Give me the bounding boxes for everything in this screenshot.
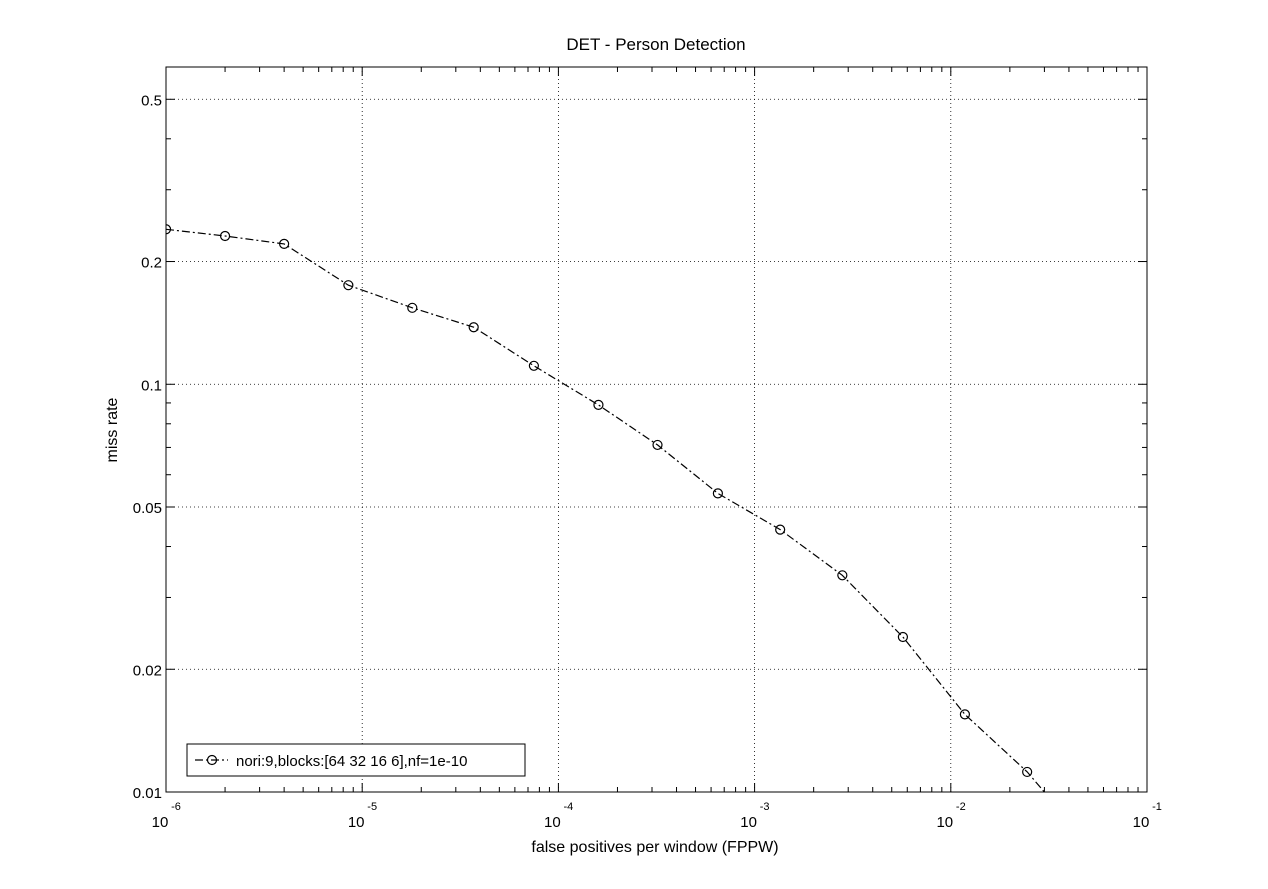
y-tick-label: 0.01 — [133, 785, 162, 802]
data-point — [775, 524, 786, 535]
y-tick-label: 0.1 — [141, 377, 162, 394]
data-point — [959, 709, 971, 720]
data-point — [897, 631, 909, 643]
x-tick-label: 10-3 — [740, 801, 769, 831]
legend-marker-sample — [206, 754, 218, 766]
data-point — [712, 488, 723, 499]
x-tick-label-exponent: -4 — [564, 801, 574, 813]
data-point — [468, 322, 479, 333]
legend-box — [186, 743, 526, 777]
y-axis-label: miss rate — [104, 397, 121, 462]
data-point — [652, 439, 663, 451]
x-tick-label: 10-1 — [1133, 801, 1162, 831]
series-layer — [166, 224, 1046, 792]
x-tick-label-exponent: -6 — [171, 801, 181, 813]
x-tick-label-base: 10 — [348, 814, 365, 831]
x-tick-label: 10-6 — [152, 801, 181, 831]
x-tick-label-exponent: -5 — [367, 801, 377, 813]
series-line — [166, 228, 1046, 792]
data-point — [407, 302, 418, 313]
x-tick-label-base: 10 — [544, 814, 561, 831]
data-point — [1022, 766, 1033, 778]
plot-frame — [165, 66, 1148, 793]
legend-entry-label: nori:9,blocks:[64 32 16 6],nf=1e-10 — [236, 753, 467, 770]
data-point — [837, 570, 848, 581]
legend: nori:9,blocks:[64 32 16 6],nf=1e-10 — [186, 743, 526, 777]
x-tick-label-base: 10 — [152, 814, 169, 831]
x-axis-label: false positives per window (FPPW) — [531, 839, 778, 856]
x-tick-label: 10-5 — [348, 801, 377, 831]
x-tick-label-base: 10 — [740, 814, 757, 831]
y-tick-label: 0.02 — [133, 662, 162, 679]
x-axis-ticks: 10-610-510-410-310-210-1 — [152, 67, 1162, 831]
y-axis-ticks: 0.01 0.02 0.05 0.1 0.2 0.5 — [133, 92, 1147, 802]
data-point — [528, 360, 539, 371]
x-tick-label-exponent: -2 — [956, 801, 966, 813]
data-point — [593, 399, 604, 411]
x-tick-label-exponent: -3 — [760, 801, 770, 813]
x-tick-label-exponent: -1 — [1152, 801, 1162, 813]
x-tick-label: 10-4 — [544, 801, 573, 831]
y-tick-label: 0.05 — [133, 500, 162, 517]
data-point — [219, 230, 231, 242]
minor-ticks — [166, 67, 1147, 792]
y-tick-label: 0.5 — [141, 92, 162, 109]
grid-lines — [166, 67, 1147, 792]
x-tick-label-base: 10 — [1133, 814, 1150, 831]
data-point — [343, 280, 354, 291]
chart-title: DET - Person Detection — [566, 35, 745, 54]
series-group — [166, 224, 1046, 792]
x-tick-label-base: 10 — [936, 814, 953, 831]
data-point — [279, 238, 290, 249]
y-tick-label: 0.2 — [141, 255, 162, 272]
x-tick-label: 10-2 — [936, 801, 965, 831]
data-point — [166, 224, 172, 235]
